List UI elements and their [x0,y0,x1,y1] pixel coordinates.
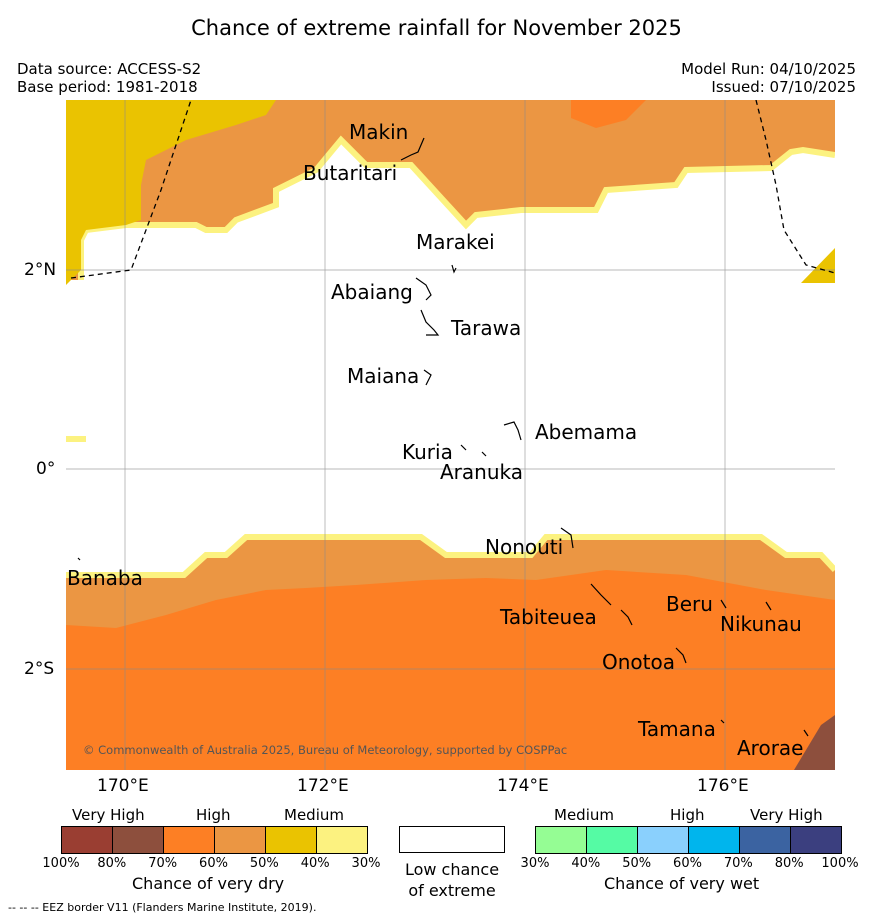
y-tick: 2°S [24,659,55,679]
x-tick: 172°E [297,776,349,796]
place-label: Beru [666,592,713,616]
dry-60-70-north [66,100,835,280]
legend-neutral-line2: of extreme [408,881,496,900]
meta-right: Model Run: 04/10/2025 Issued: 07/10/2025 [681,60,856,96]
legend-wet-colorbar [535,826,842,854]
legend-swatch [215,827,266,853]
legend-dry-very-high: Very High [72,806,145,824]
legend-percent-label: 40% [571,856,601,871]
legend-percent-label: 30% [351,856,381,871]
place-label: Makin [349,120,408,144]
place-label: Tamana [637,717,716,741]
place-label: Maiana [347,364,419,388]
legend-swatch [113,827,164,853]
legend-swatch [689,827,740,853]
place-label: Tarawa [450,316,521,340]
legend-swatch [164,827,215,853]
dry-50-60-northwest [66,100,276,285]
y-tick: 2°N [24,260,57,280]
place-label: Nonouti [485,535,563,559]
x-tick: 170°E [97,776,149,796]
legend-percent-label: 60% [199,856,228,871]
legend-wet-medium: Medium [554,806,614,824]
legend-percent-label: 70% [723,856,753,871]
place-label: Kuria [402,440,453,464]
legend-percent-label: 70% [148,856,178,871]
map-panel: Makin Butaritari Marakei Abaiang Tarawa … [66,100,835,770]
eez-note: -- -- -- EEZ border V11 (Flanders Marine… [8,901,317,914]
base-period: Base period: 1981-2018 [17,78,198,96]
legend-wet-very-high: Very High [750,806,823,824]
legend-percent-label: 50% [622,856,652,871]
legend-wet-high: High [670,806,705,824]
legend-swatch [638,827,689,853]
dry-70-80-north [571,100,646,128]
legend-dry-medium: Medium [284,806,344,824]
dry-80-100-southeast [794,715,835,770]
y-tick: 0° [36,459,56,479]
legend-dry-high: High [196,806,231,824]
legend-percent-label: 80% [774,856,804,871]
issued-date: Issued: 07/10/2025 [711,78,856,96]
legend-swatch [536,827,587,853]
place-labels: Makin Butaritari Marakei Abaiang Tarawa … [67,120,803,760]
legend-swatch [740,827,791,853]
x-tick: 176°E [697,776,749,796]
place-label: Aranuka [440,460,523,484]
legend-percent-label: 40% [300,856,330,871]
place-label: Butaritari [303,161,397,185]
legend-swatch [791,827,841,853]
model-run: Model Run: 04/10/2025 [681,60,856,78]
legend-dry-percent-row: 100% 80% 70% 60% 50% 40% 30% [42,856,387,872]
legend-percent-label: 30% [520,856,550,871]
legend-swatch [266,827,317,853]
legend-percent-label: 80% [97,856,127,871]
place-label: Banaba [67,566,143,590]
map-title: Chance of extreme rainfall for November … [191,16,682,40]
islands [77,137,809,737]
x-tick: 174°E [497,776,549,796]
legend-dry-colorbar [61,826,368,854]
dry-40-50-edge-north [78,135,835,280]
legend-wet-caption: Chance of very wet [604,874,760,893]
legend-swatch [587,827,638,853]
place-label: Abaiang [331,280,413,304]
place-label: Tabiteuea [499,605,597,629]
legend-wet-percent-row: 30% 40% 50% 60% 70% 80% 100% [516,856,861,872]
legend-percent-label: 100% [42,856,80,871]
copyright: © Commonwealth of Australia 2025, Bureau… [83,743,567,757]
eez-border [70,100,835,279]
dry-40-50-edge-south [66,534,835,578]
legend-percent-label: 100% [821,856,859,871]
dry-40-patch-west [66,436,86,442]
meta-left: Data source: ACCESS-S2 Base period: 1981… [17,60,201,96]
place-label: Abemama [535,420,637,444]
legend-swatch [317,827,367,853]
dry-70-80-south [66,570,835,770]
legend-neutral-line1: Low chance [404,860,500,879]
data-source: Data source: ACCESS-S2 [17,60,202,78]
place-label: Arorae [737,736,803,760]
legend-percent-label: 60% [673,856,702,871]
legend-neutral-box [399,826,505,853]
dry-50-60-northeast [801,248,835,283]
legend-percent-label: 50% [249,856,279,871]
place-label: Nikunau [720,612,802,636]
gridlines [66,100,835,770]
place-label: Onotoa [602,650,675,674]
legend-neutral-caption: Low chance of extreme [399,859,505,901]
legend-dry-caption: Chance of very dry [132,874,285,893]
legend-swatch [62,827,113,853]
place-label: Marakei [416,230,495,254]
